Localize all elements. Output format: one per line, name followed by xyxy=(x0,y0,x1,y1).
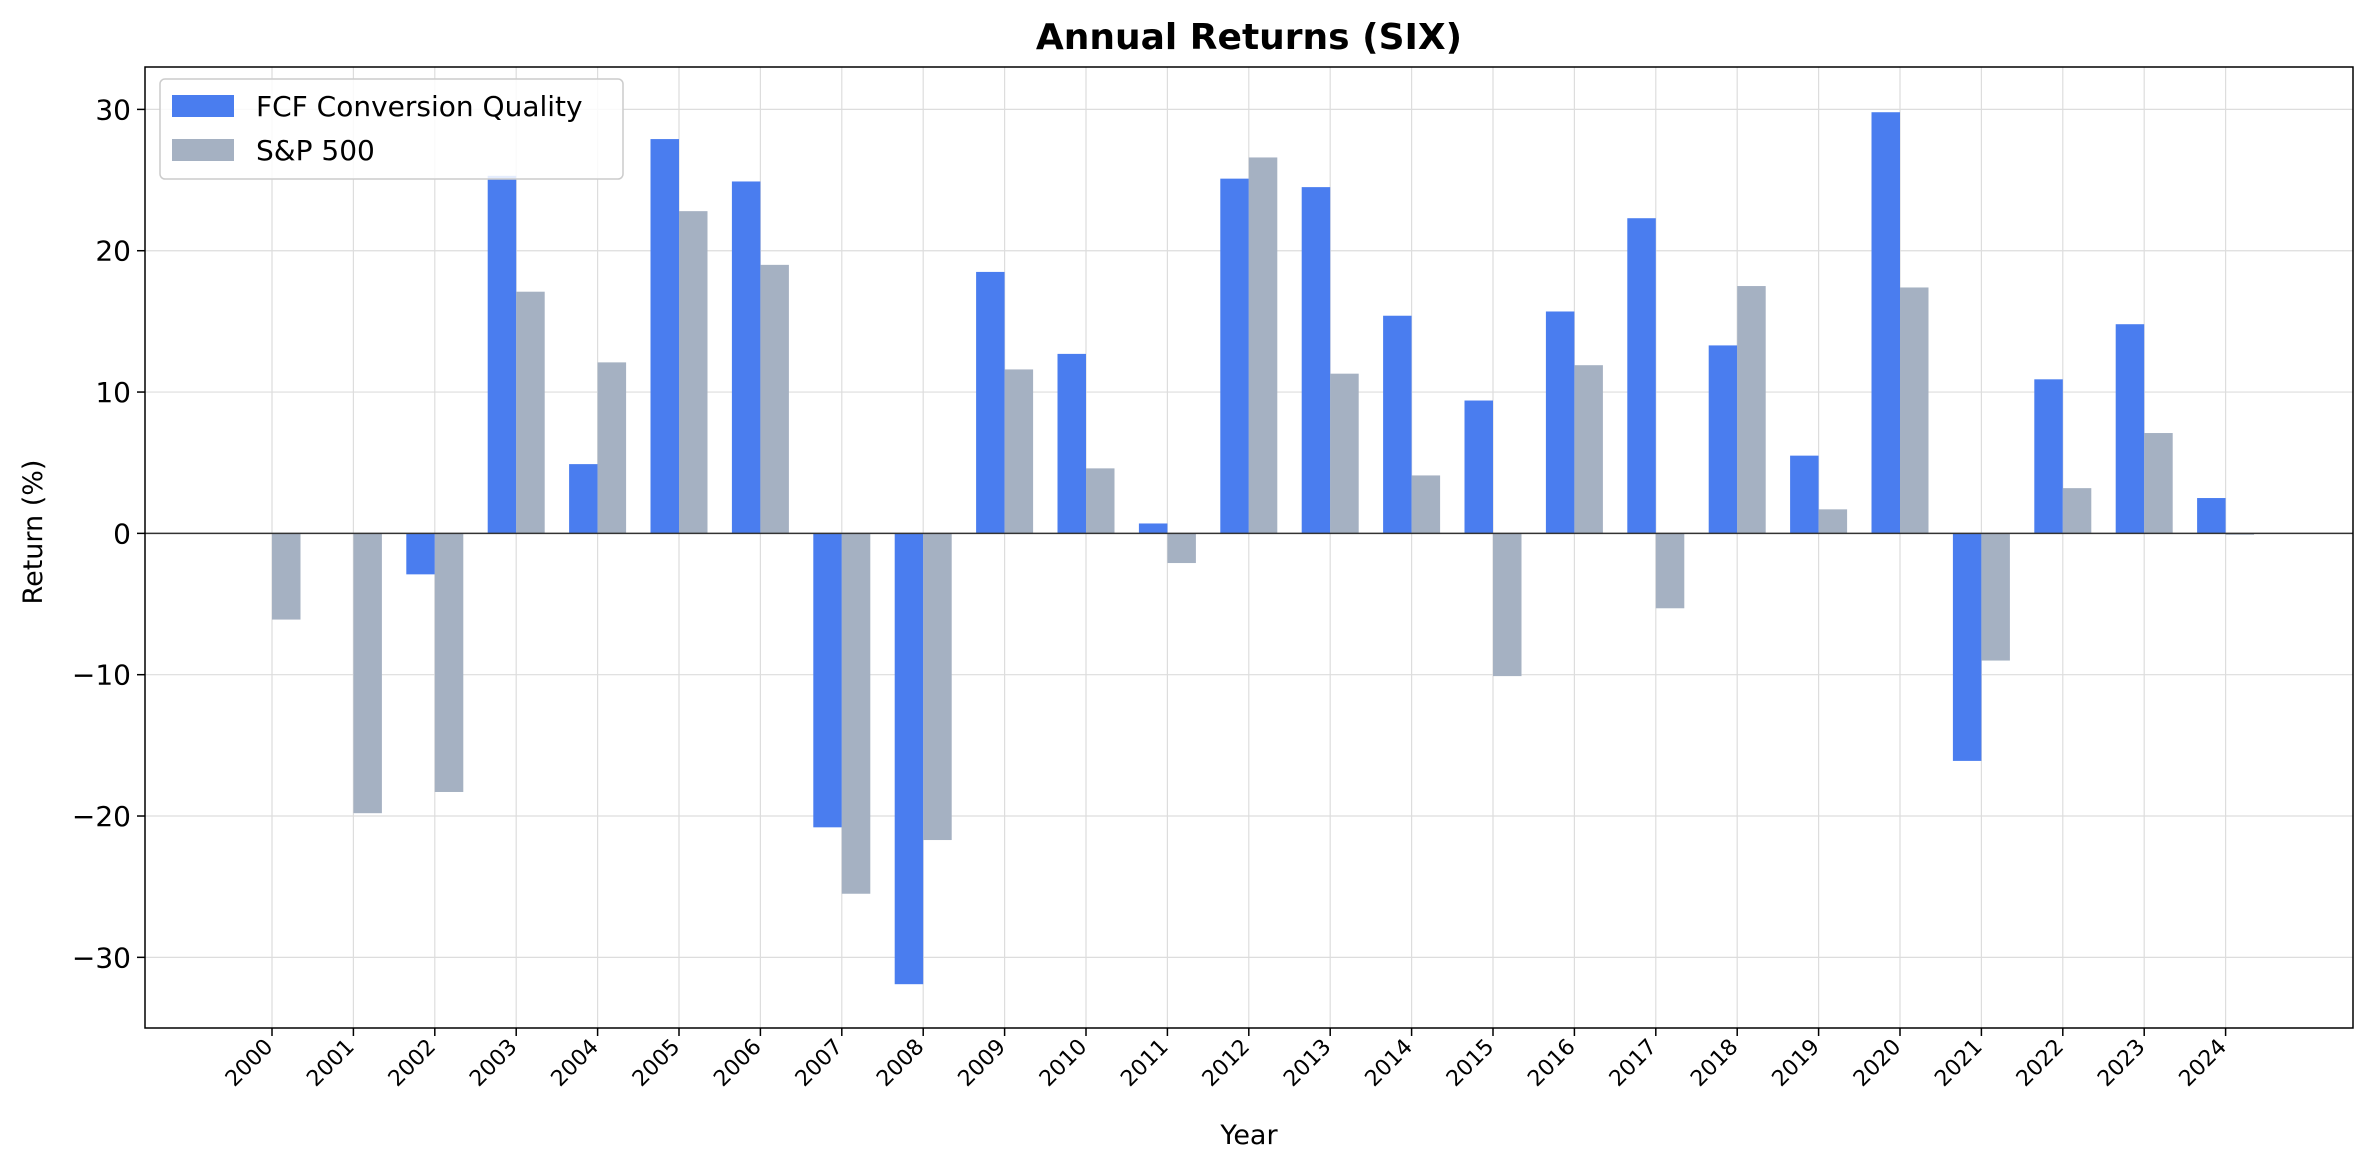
chart-title: Annual Returns (SIX) xyxy=(1036,17,1462,58)
bar-fcf-quality-2012 xyxy=(1220,178,1249,534)
bar-fcf-quality-2009 xyxy=(976,271,1005,534)
bar-sp500-2001 xyxy=(353,533,382,814)
x-tick-label: 2011 xyxy=(1116,1035,1173,1092)
bar-fcf-quality-2017 xyxy=(1627,218,1656,534)
y-axis-ticks: −30 −20 −10 0 10 20 30 xyxy=(72,93,145,974)
bar-fcf-quality-2004 xyxy=(569,464,598,534)
x-tick-label: 2020 xyxy=(1849,1035,1906,1092)
bar-fcf-quality-2005 xyxy=(650,139,679,534)
x-axis-ticks: 2000 2001 2002 2003 2004 2005 2006 2007 2008 2009… xyxy=(221,1028,2232,1092)
bar-fcf-quality-2008 xyxy=(894,533,924,985)
bar-sp500-2007 xyxy=(841,533,871,894)
x-tick-label: 2023 xyxy=(2093,1035,2150,1092)
bar-fcf-quality-2002 xyxy=(406,533,435,575)
y-tick-label: −20 xyxy=(72,800,131,833)
x-tick-label: 2000 xyxy=(221,1035,278,1092)
x-tick-label: 2019 xyxy=(1768,1035,1825,1092)
y-tick-label: −30 xyxy=(72,941,131,974)
x-tick-label: 2003 xyxy=(465,1035,522,1092)
bar-sp500-2002 xyxy=(434,533,464,792)
bar-sp500-2004 xyxy=(597,362,627,534)
x-tick-label: 2001 xyxy=(302,1035,359,1092)
bar-sp500-2008 xyxy=(923,533,952,841)
x-tick-label: 2009 xyxy=(954,1035,1011,1092)
bars xyxy=(272,112,2255,985)
bar-sp500-2009 xyxy=(1004,369,1034,534)
x-tick-label: 2024 xyxy=(2175,1035,2232,1092)
bar-sp500-2005 xyxy=(679,211,708,534)
bar-fcf-quality-2016 xyxy=(1545,311,1575,534)
x-tick-label: 2002 xyxy=(384,1035,441,1092)
bar-sp500-2010 xyxy=(1086,468,1115,534)
bar-sp500-2020 xyxy=(1900,287,1929,534)
bar-sp500-2018 xyxy=(1737,286,1766,534)
x-tick-label: 2008 xyxy=(872,1035,929,1092)
legend-swatch xyxy=(172,139,234,161)
y-tick-label: 0 xyxy=(113,517,131,550)
bar-sp500-2000 xyxy=(272,533,301,620)
x-axis-label: Year xyxy=(1219,1120,1278,1151)
x-tick-label: 2021 xyxy=(1930,1035,1987,1092)
bar-fcf-quality-2010 xyxy=(1057,353,1086,534)
x-tick-label: 2018 xyxy=(1686,1035,1743,1092)
bar-fcf-quality-2011 xyxy=(1138,523,1168,534)
x-tick-label: 2010 xyxy=(1035,1035,1092,1092)
x-tick-label: 2017 xyxy=(1605,1035,1662,1092)
legend: FCF Conversion Quality S&P 500 xyxy=(159,78,624,180)
x-tick-label: 2004 xyxy=(547,1035,604,1092)
bar-sp500-2016 xyxy=(1574,365,1603,534)
bar-sp500-2014 xyxy=(1411,475,1441,534)
bar-sp500-2019 xyxy=(1818,509,1848,534)
bar-sp500-2011 xyxy=(1167,533,1196,564)
bar-fcf-quality-2013 xyxy=(1301,187,1331,534)
bar-fcf-quality-2018 xyxy=(1708,345,1738,534)
bar-fcf-quality-2019 xyxy=(1790,455,1819,534)
x-tick-label: 2015 xyxy=(1442,1035,1499,1092)
x-tick-label: 2014 xyxy=(1361,1035,1418,1092)
legend-swatch xyxy=(172,95,234,117)
bar-fcf-quality-2014 xyxy=(1383,315,1412,534)
y-tick-label: 10 xyxy=(95,376,131,409)
bar-sp500-2003 xyxy=(516,291,545,534)
bar-fcf-quality-2021 xyxy=(1952,533,1982,761)
y-tick-label: −10 xyxy=(72,659,131,692)
legend-box xyxy=(159,78,624,180)
bar-fcf-quality-2023 xyxy=(2115,324,2145,534)
x-tick-label: 2012 xyxy=(1198,1035,1255,1092)
y-axis-label: Return (%) xyxy=(18,460,49,605)
bar-fcf-quality-2020 xyxy=(1871,112,1900,534)
x-tick-label: 2016 xyxy=(1523,1035,1580,1092)
bar-fcf-quality-2015 xyxy=(1464,400,1493,534)
bar-sp500-2023 xyxy=(2144,433,2173,534)
bar-sp500-2012 xyxy=(1248,157,1278,534)
bar-sp500-2006 xyxy=(760,264,789,534)
y-tick-label: 30 xyxy=(95,93,131,126)
x-tick-label: 2006 xyxy=(709,1035,766,1092)
bar-sp500-2022 xyxy=(2062,488,2092,534)
bar-fcf-quality-2022 xyxy=(2034,379,2063,534)
x-tick-label: 2013 xyxy=(1279,1035,1336,1092)
bar-fcf-quality-2007 xyxy=(813,533,842,828)
bar-sp500-2013 xyxy=(1330,373,1359,534)
x-tick-label: 2005 xyxy=(628,1035,685,1092)
bar-fcf-quality-2006 xyxy=(731,181,761,534)
x-tick-label: 2007 xyxy=(791,1035,848,1092)
legend-label: S&P 500 xyxy=(256,134,375,167)
x-tick-label: 2022 xyxy=(2012,1035,2069,1092)
bar-sp500-2021 xyxy=(1981,533,2010,661)
bar-fcf-quality-2024 xyxy=(2197,498,2226,534)
bar-sp500-2015 xyxy=(1493,533,1522,677)
legend-label: FCF Conversion Quality xyxy=(256,90,583,123)
bar-fcf-quality-2003 xyxy=(487,175,517,534)
bar-sp500-2017 xyxy=(1655,533,1685,609)
y-tick-label: 20 xyxy=(95,235,131,268)
